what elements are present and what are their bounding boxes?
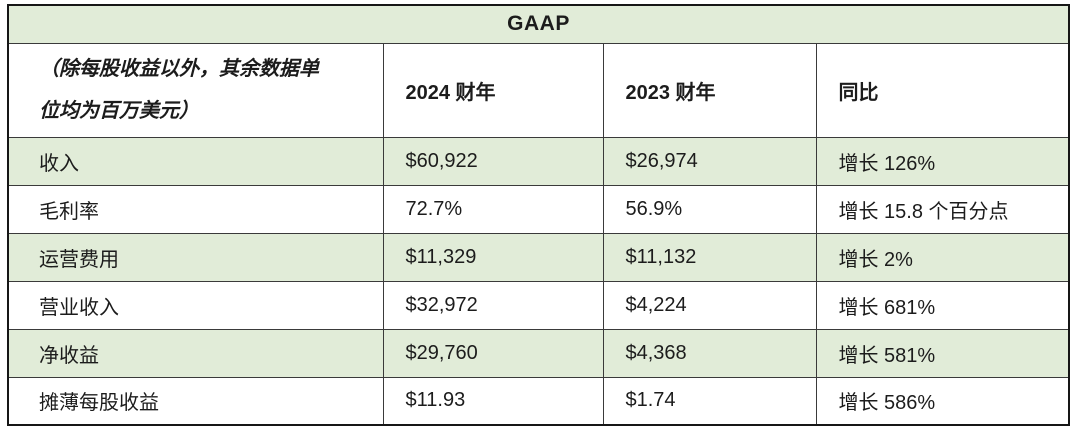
cell-fy2024: $11,329 (382, 232, 604, 282)
cell-yoy: 增长 2% (815, 232, 1070, 282)
cell-fy2023: $4,224 (602, 280, 817, 330)
table-row-net-income: 净收益 $29,760 $4,368 增长 581% (7, 328, 1070, 378)
table-row-revenue: 收入 $60,922 $26,974 增长 126% (7, 136, 1070, 186)
row-label: 收入 (7, 136, 384, 186)
cell-yoy: 增长 126% (815, 136, 1070, 186)
cell-fy2023: $26,974 (602, 136, 817, 186)
row-label: 毛利率 (7, 184, 384, 234)
table-row-operating-expenses: 运营费用 $11,329 $11,132 增长 2% (7, 232, 1070, 282)
row-label: 营业收入 (7, 280, 384, 330)
unit-note: （除每股收益以外，其余数据单位均为百万美元） (7, 42, 384, 138)
table-row-gross-margin: 毛利率 72.7% 56.9% 增长 15.8 个百分点 (7, 184, 1070, 234)
cell-fy2024: $32,972 (382, 280, 604, 330)
col-header-yoy: 同比 (815, 42, 1070, 138)
cell-fy2024: $29,760 (382, 328, 604, 378)
table-title-row: GAAP (7, 4, 1070, 44)
table-row-diluted-eps: 摊薄每股收益 $11.93 $1.74 增长 586% (7, 376, 1070, 426)
table-row-operating-income: 营业收入 $32,972 $4,224 增长 681% (7, 280, 1070, 330)
cell-fy2024: 72.7% (382, 184, 604, 234)
column-header-row: （除每股收益以外，其余数据单位均为百万美元） 2024 财年 2023 财年 同… (7, 42, 1070, 138)
row-label: 净收益 (7, 328, 384, 378)
cell-fy2023: 56.9% (602, 184, 817, 234)
table-title: GAAP (7, 4, 1070, 44)
cell-fy2024: $11.93 (382, 376, 604, 426)
cell-fy2023: $1.74 (602, 376, 817, 426)
cell-yoy: 增长 15.8 个百分点 (815, 184, 1070, 234)
cell-yoy: 增长 586% (815, 376, 1070, 426)
cell-fy2024: $60,922 (382, 136, 604, 186)
row-label: 摊薄每股收益 (7, 376, 384, 426)
cell-yoy: 增长 681% (815, 280, 1070, 330)
row-label: 运营费用 (7, 232, 384, 282)
gaap-financial-table: GAAP （除每股收益以外，其余数据单位均为百万美元） 2024 财年 2023… (7, 4, 1070, 426)
cell-fy2023: $11,132 (602, 232, 817, 282)
col-header-fy2024: 2024 财年 (382, 42, 604, 138)
col-header-fy2023: 2023 财年 (602, 42, 817, 138)
cell-yoy: 增长 581% (815, 328, 1070, 378)
cell-fy2023: $4,368 (602, 328, 817, 378)
